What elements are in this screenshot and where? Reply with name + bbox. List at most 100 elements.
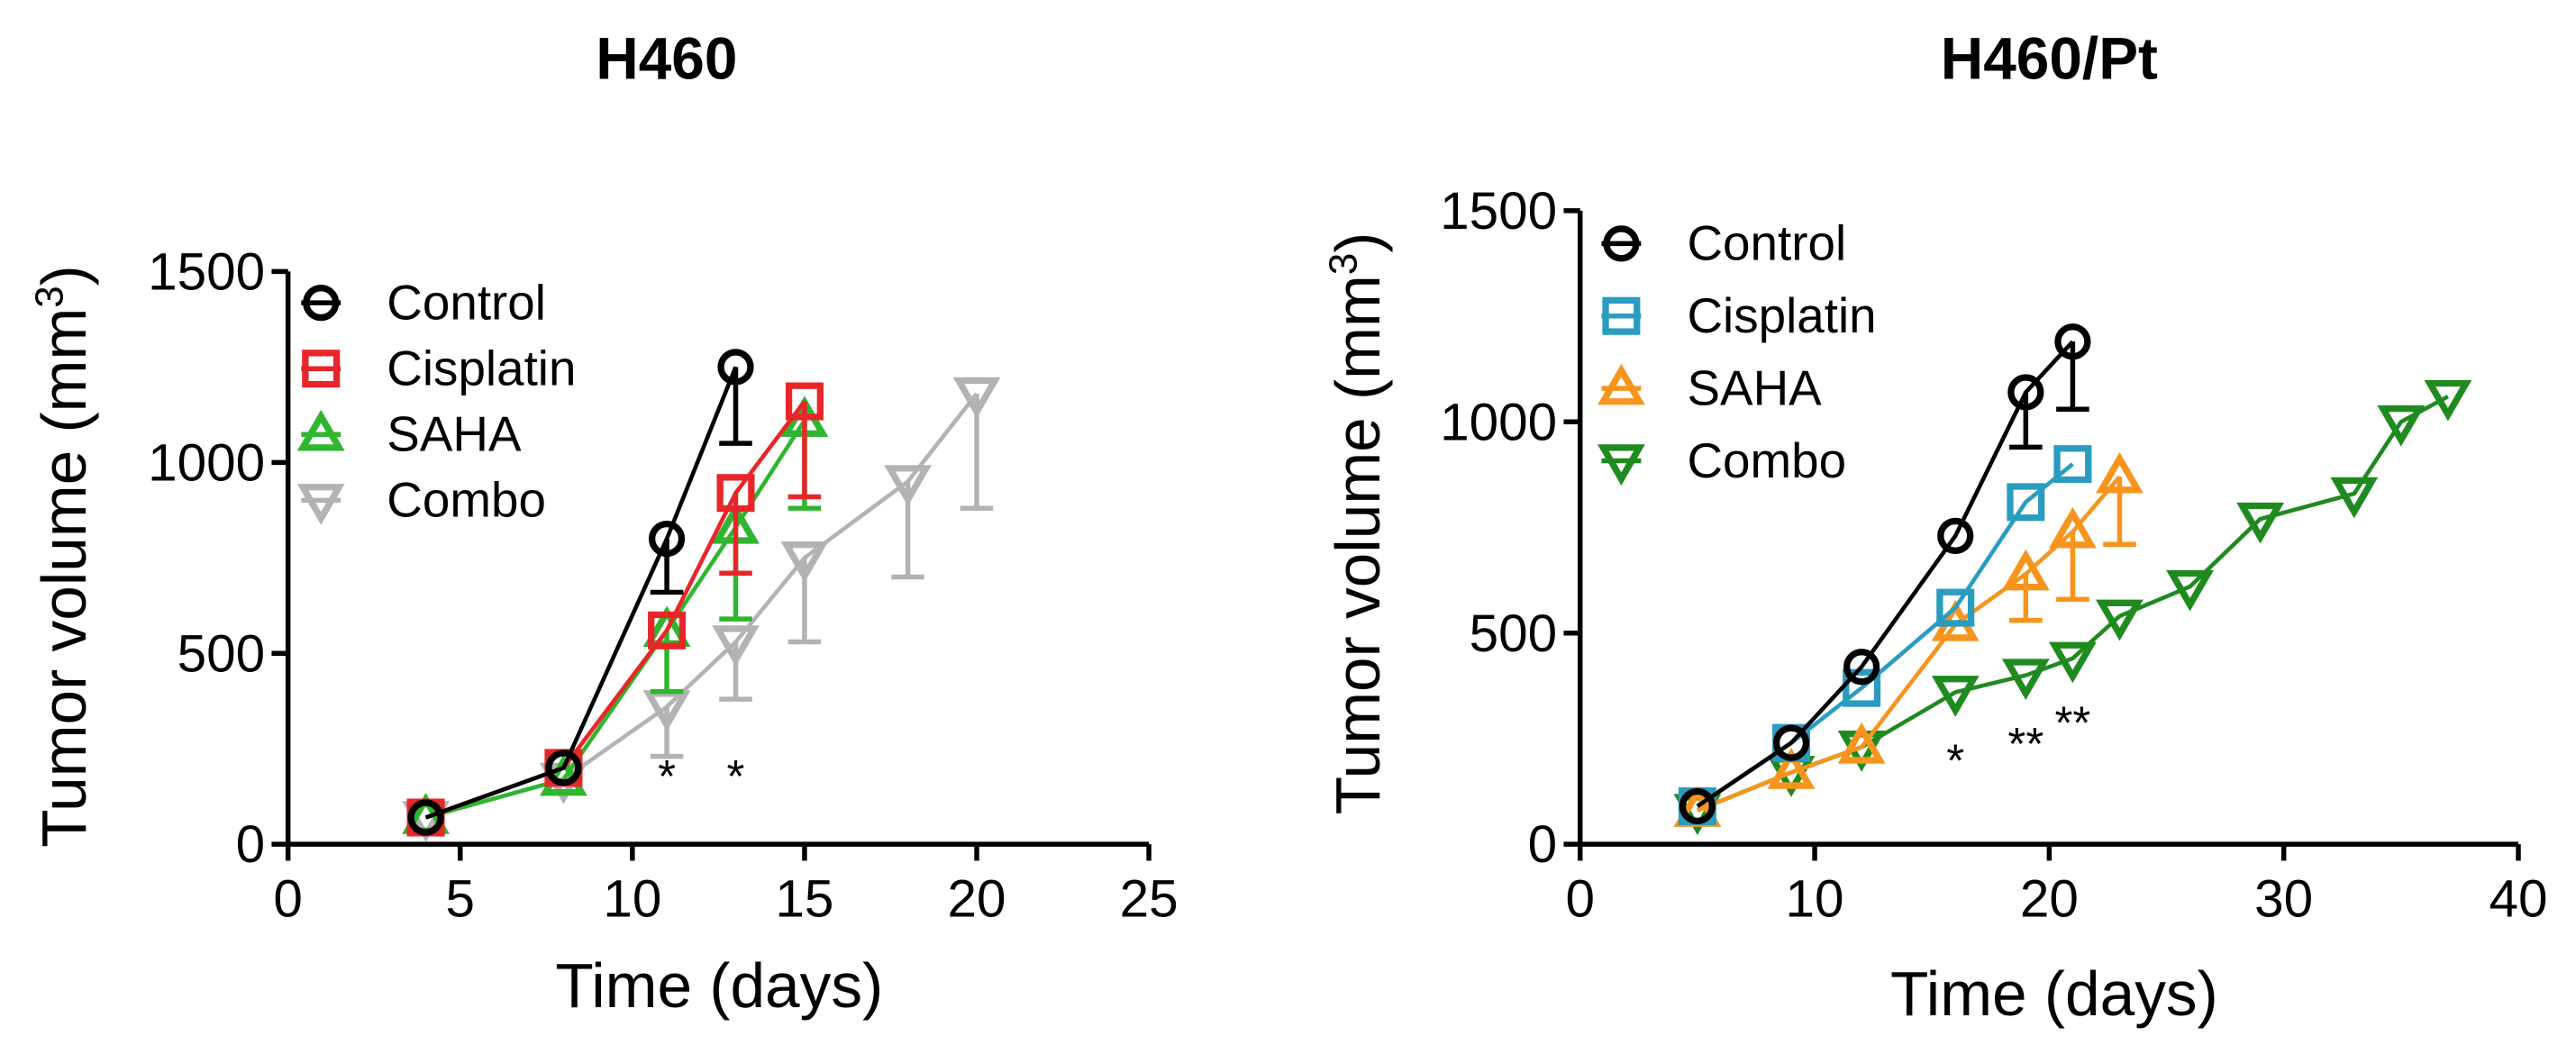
- legend-marker: [302, 350, 341, 388]
- legend-item-combo: Combo: [296, 472, 546, 528]
- series-line: [424, 400, 806, 820]
- legend-item-cisplatin: Cisplatin: [301, 340, 576, 395]
- x-tick-label: 15: [775, 870, 833, 929]
- legend-item-combo: Combo: [1597, 432, 1846, 488]
- significance-annotation: *: [658, 750, 676, 802]
- legend-item-saha: SAHA: [1597, 359, 1822, 415]
- chart-title: H460: [596, 25, 737, 92]
- legend-marker: [296, 484, 345, 525]
- series-line: [1696, 340, 2075, 808]
- x-axis-label: Time (days): [555, 950, 883, 1021]
- x-tick-label: 5: [446, 870, 476, 929]
- chart-panel-2: H460/Pt 0 500 1000 1500 0 10 20 30 40 Time (days) T…: [1321, 25, 2547, 1029]
- legend-item-saha: SAHA: [296, 406, 522, 462]
- data-point: [2001, 549, 2050, 591]
- data-point: [2053, 445, 2092, 484]
- data-point: [2007, 374, 2044, 411]
- data-point: [2166, 569, 2214, 612]
- legend-label: Cisplatin: [1687, 287, 1876, 343]
- y-tick-label: 0: [236, 815, 266, 874]
- series-control: [407, 349, 754, 836]
- y-tick-label: 1500: [1440, 182, 1557, 241]
- data-point: [1843, 649, 1880, 686]
- data-point: [2096, 599, 2144, 641]
- x-tick-label: 25: [1120, 870, 1179, 929]
- data-point: [648, 520, 686, 558]
- y-tick-label: 500: [177, 624, 266, 683]
- data-point: [2377, 405, 2426, 447]
- legend-marker: [296, 409, 345, 451]
- data-point: [2048, 506, 2097, 549]
- legend-marker: [1603, 225, 1640, 262]
- data-point: [780, 541, 829, 583]
- y-axis-label-close: ): [1323, 232, 1393, 253]
- y-axis-label: Tumor volume (mm3): [1321, 232, 1393, 815]
- legend-label: SAHA: [1687, 359, 1822, 415]
- y-tick-label: 1000: [1440, 393, 1557, 451]
- y-axis-label-sup: 3: [1321, 253, 1365, 275]
- data-point: [717, 349, 754, 386]
- x-tick-label: 20: [948, 870, 1006, 929]
- data-point: [2001, 659, 2050, 700]
- x-tick-label: 20: [2020, 870, 2079, 929]
- series-saha: [402, 395, 829, 834]
- data-point: [1931, 676, 1980, 717]
- chart-panel-1: H460 0 500 1000 1500 0 5 10 15 20 25 Time (days) Tum…: [27, 25, 1178, 1021]
- data-point: [716, 474, 755, 513]
- data-point: [712, 625, 760, 667]
- data-point: [2007, 483, 2045, 522]
- x-tick-label: 30: [2254, 870, 2313, 929]
- data-point: [785, 382, 824, 421]
- significance-annotation: **: [2007, 718, 2044, 769]
- legend-label: Cisplatin: [387, 340, 576, 395]
- data-point: [1767, 748, 1816, 789]
- data-point: [2096, 451, 2144, 494]
- legend-item-control: Control: [1601, 215, 1846, 271]
- legend-item-control: Control: [301, 274, 546, 330]
- legend-marker: [1602, 296, 1641, 335]
- x-tick-label: 0: [273, 870, 303, 929]
- y-axis-label-main: Tumor volume (mm: [29, 308, 99, 848]
- x-tick-label: 0: [1565, 870, 1595, 929]
- y-tick-label: 0: [1528, 815, 1558, 874]
- data-point: [1937, 517, 1974, 554]
- series-control: [1679, 323, 2091, 825]
- series-saha: [1673, 451, 2144, 827]
- data-point: [2330, 477, 2379, 519]
- legend-marker: [1597, 444, 1645, 486]
- series-line: [424, 366, 738, 820]
- significance-annotation: **: [2054, 696, 2090, 748]
- y-tick-label: 1500: [148, 243, 265, 302]
- data-point: [2048, 641, 2097, 684]
- significance-annotation: *: [727, 750, 745, 802]
- data-point: [2236, 502, 2285, 544]
- y-tick-label: 1000: [148, 433, 265, 492]
- x-tick-label: 40: [2489, 870, 2547, 929]
- data-point: [2054, 323, 2091, 360]
- chart-title: H460/Pt: [1941, 25, 2158, 92]
- data-point: [648, 611, 687, 650]
- x-tick-label: 10: [1786, 870, 1844, 929]
- x-tick-label: 10: [603, 870, 661, 929]
- legend-marker: [303, 285, 340, 322]
- legend-label: Control: [1687, 215, 1846, 271]
- data-point: [1679, 787, 1716, 825]
- data-point: [1936, 588, 1975, 627]
- legend-label: SAHA: [387, 406, 522, 462]
- data-point: [952, 377, 1001, 419]
- legend-marker: [1597, 363, 1645, 405]
- legend-label: Combo: [1687, 432, 1846, 488]
- y-axis-label-close: ): [29, 265, 99, 286]
- y-axis-label: Tumor volume (mm3): [27, 265, 99, 848]
- data-point: [1837, 722, 1886, 764]
- y-tick-label: 500: [1470, 604, 1558, 663]
- legend-label: Control: [387, 274, 546, 330]
- data-point: [407, 799, 444, 836]
- data-point: [1772, 724, 1810, 761]
- legend-label: Combo: [387, 472, 546, 528]
- y-axis-label-sup: 3: [27, 286, 71, 307]
- x-axis-label: Time (days): [1890, 959, 2218, 1029]
- data-point: [2424, 379, 2472, 422]
- data-point: [1843, 668, 1881, 707]
